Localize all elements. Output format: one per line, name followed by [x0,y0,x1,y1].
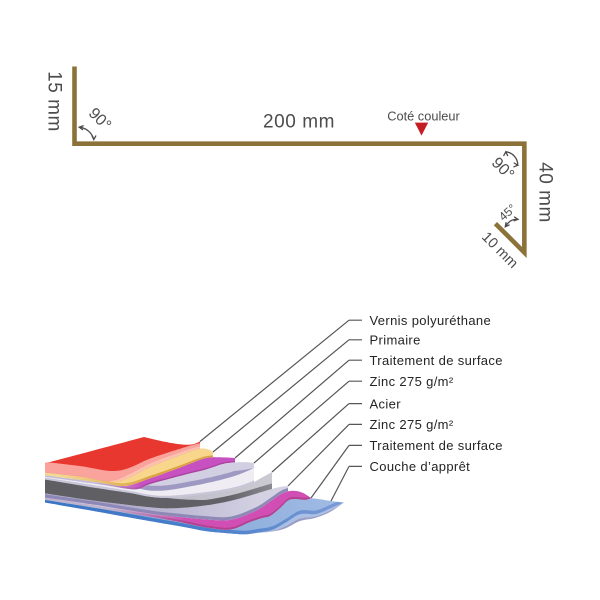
svg-text:Primaire: Primaire [370,333,421,348]
svg-text:Traitement de surface: Traitement de surface [370,438,503,453]
svg-text:10 mm: 10 mm [478,229,521,272]
svg-text:90°: 90° [85,105,114,134]
svg-text:Acier: Acier [370,396,402,411]
svg-text:Zinc 275 g/m²: Zinc 275 g/m² [370,374,454,389]
svg-text:Couche d’apprêt: Couche d’apprêt [370,459,471,474]
svg-text:15 mm: 15 mm [43,71,64,132]
svg-text:Zinc 275 g/m²: Zinc 275 g/m² [370,417,454,432]
svg-text:Vernis polyuréthane: Vernis polyuréthane [370,313,492,328]
svg-text:200 mm: 200 mm [263,111,335,132]
svg-text:40 mm: 40 mm [535,162,556,223]
svg-text:Traitement de surface: Traitement de surface [370,353,503,368]
svg-text:90°: 90° [488,154,517,183]
svg-text:Coté couleur: Coté couleur [387,109,460,124]
